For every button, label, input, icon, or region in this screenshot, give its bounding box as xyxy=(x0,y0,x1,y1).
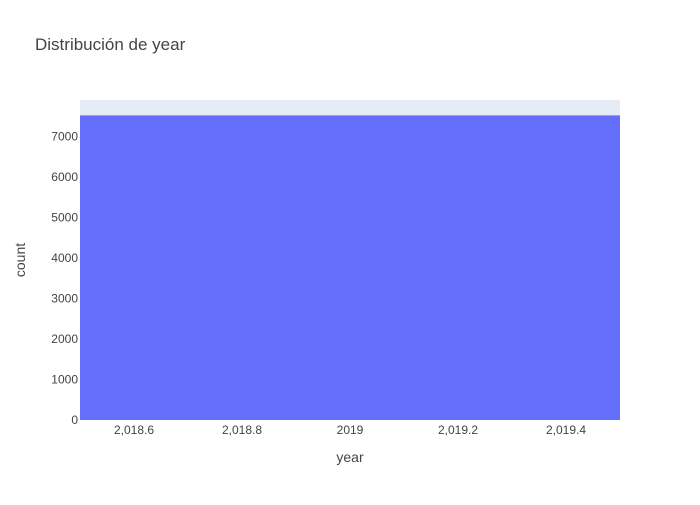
x-tick-label: 2,019.2 xyxy=(438,423,478,437)
x-tick-label: 2019 xyxy=(337,423,364,437)
y-tick-label: 4000 xyxy=(51,251,78,265)
y-tick-label: 0 xyxy=(71,413,78,427)
y-tick-label: 2000 xyxy=(51,332,78,346)
x-tick-label: 2,019.4 xyxy=(546,423,586,437)
x-tick-label: 2,018.8 xyxy=(222,423,262,437)
y-tick-label: 5000 xyxy=(51,210,78,224)
chart-title: Distribución de year xyxy=(35,35,186,54)
x-axis-label: year xyxy=(336,449,364,465)
y-axis-ticks: 0 1000 2000 3000 4000 5000 6000 7000 xyxy=(51,129,78,427)
y-tick-label: 1000 xyxy=(51,372,78,386)
y-axis-label: count xyxy=(12,243,28,277)
histogram-bar xyxy=(80,115,620,421)
y-tick-label: 3000 xyxy=(51,291,78,305)
x-tick-label: 2,018.6 xyxy=(114,423,154,437)
y-tick-label: 6000 xyxy=(51,170,78,184)
x-axis-ticks: 2,018.6 2,018.8 2019 2,019.2 2,019.4 xyxy=(114,423,586,437)
y-tick-label: 7000 xyxy=(51,129,78,143)
bars-layer xyxy=(80,115,620,421)
